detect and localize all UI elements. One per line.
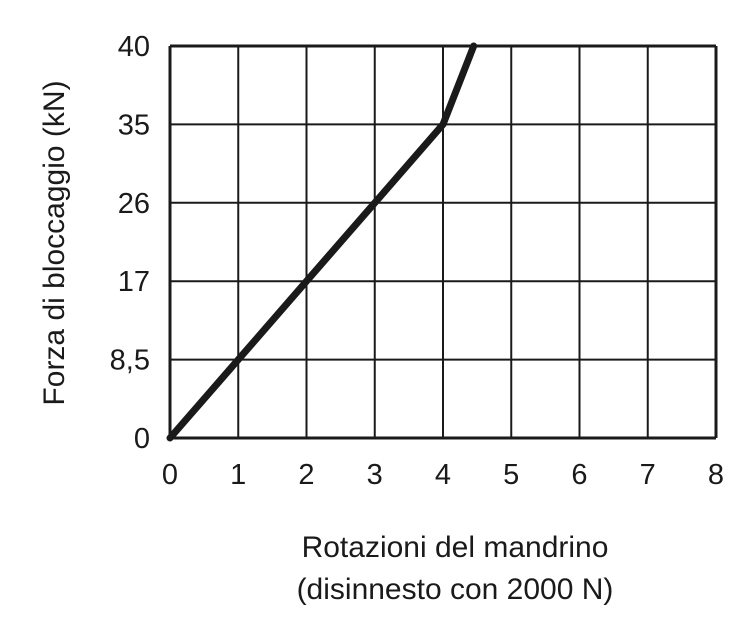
x-axis-subtitle: (disinnesto con 2000 N) bbox=[297, 573, 614, 606]
x-tick-label: 2 bbox=[298, 459, 314, 491]
x-axis-title: Rotazioni del mandrino bbox=[302, 531, 609, 564]
x-tick-label: 6 bbox=[571, 459, 587, 491]
x-tick-labels: 0 1 2 3 4 5 6 7 8 bbox=[162, 459, 724, 491]
y-axis-title: Forza di bloccaggio (kN) bbox=[38, 80, 71, 405]
x-tick-label: 3 bbox=[367, 459, 383, 491]
y-tick-label: 35 bbox=[118, 109, 150, 141]
x-tick-label: 1 bbox=[230, 459, 246, 491]
x-tick-label: 4 bbox=[435, 459, 451, 491]
y-tick-labels: 0 8,5 17 26 35 40 bbox=[110, 31, 150, 455]
x-tick-label: 5 bbox=[503, 459, 519, 491]
x-tick-label: 0 bbox=[162, 459, 178, 491]
series-line bbox=[166, 42, 478, 442]
y-tick-label: 8,5 bbox=[110, 345, 150, 377]
y-tick-label: 40 bbox=[118, 31, 150, 63]
grid bbox=[168, 44, 718, 440]
x-tick-label: 7 bbox=[640, 459, 656, 491]
x-tick-label: 8 bbox=[708, 459, 724, 491]
y-tick-label: 26 bbox=[118, 188, 150, 220]
y-tick-label: 0 bbox=[134, 423, 150, 455]
y-tick-label: 17 bbox=[118, 266, 150, 298]
